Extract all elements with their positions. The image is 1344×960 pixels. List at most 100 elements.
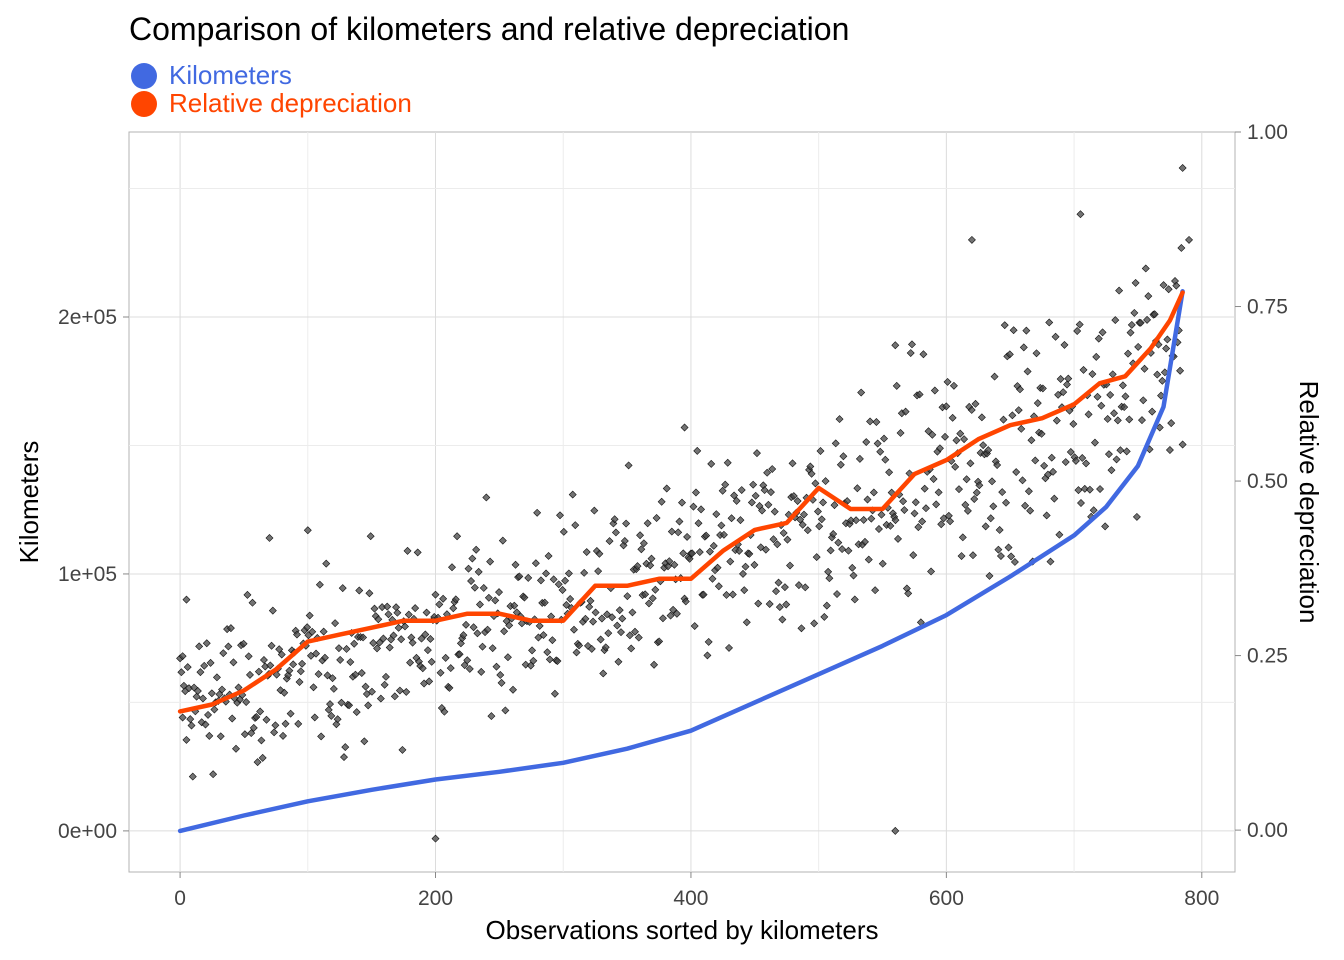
scatter-point [1077,499,1085,507]
scatter-point [605,537,614,546]
x-axis-title: Observations sorted by kilometers [485,915,878,945]
scatter-point [957,552,966,560]
scatter-point [627,644,636,653]
scatter-point [582,548,591,557]
scatter-point [183,663,192,672]
scatter-point [209,770,218,779]
scatter-point [937,520,946,529]
scatter-point [352,708,361,717]
scatter-point [468,554,477,563]
scatter-point [357,669,366,677]
scatter-point [826,546,835,555]
scatter-point [439,594,448,603]
scatter-point [817,515,826,524]
scatter-point [559,527,568,536]
scatter-point [210,705,219,714]
scatter-point [1052,416,1061,425]
scatter-point [590,506,599,515]
scatter-point [186,715,195,724]
scatter-point [1078,454,1087,462]
scatter-point [492,662,501,671]
scatter-point [972,488,981,497]
scatter-point [783,535,792,544]
scatter-point [636,531,645,540]
scatter-point [1140,364,1149,373]
scatter-point [869,488,878,497]
scatter-point [703,651,712,660]
scatter-point [919,350,928,359]
scatter-point [747,498,756,507]
scatter-point [182,735,191,744]
scatter-point [1063,380,1071,389]
scatter-point [615,606,624,615]
scatter-point [639,539,648,548]
scatter-point [1185,235,1193,244]
scatter-point [505,621,514,630]
scatter-point [839,452,848,461]
legend-marker-kilometers [131,63,157,89]
scatter-point [295,678,304,686]
scatter-point [1054,390,1063,399]
scatter-point [1118,381,1127,390]
line-relative-depreciation [177,290,1185,714]
scatter-point [293,630,301,639]
scatter-point [455,650,464,659]
scatter-point [1116,446,1125,455]
scatter-point [198,694,207,703]
scatter-point [570,625,578,634]
scatter-point [296,667,305,676]
scatter-point [596,635,605,644]
scatter-point [908,340,916,349]
scatter-point [401,622,409,631]
scatter-point [373,644,381,653]
scatter-point [824,567,833,576]
scatter-point [319,627,328,636]
scatter-point [651,585,660,594]
scatter-point [303,526,312,535]
scatter-point [322,559,331,568]
x-tick-label: 400 [673,887,708,910]
scatter-point [1079,365,1088,374]
scatter-point [239,639,248,648]
scatter-point [535,621,544,630]
scatter-point [873,439,882,448]
scatter-point [727,514,736,523]
scatter-point [534,633,543,642]
scatter-point [312,649,321,658]
scatter-point [956,429,965,438]
scatter-point [675,517,684,526]
y2-tick-label: 0.25 [1247,645,1288,668]
scatter-point [201,720,210,729]
scatter-point [193,687,202,695]
scatter-point [232,744,240,753]
scatter-point [838,545,847,554]
scatter-point [680,423,689,432]
scatter-point [712,510,721,519]
scatter-point [533,508,542,517]
scatter-point [780,583,789,592]
scatter-point [764,500,773,509]
scatter-point [571,521,580,530]
scatter-point [298,659,307,668]
scatter-point [1082,459,1091,468]
scatter-point [891,341,900,350]
scatter-point [272,670,281,679]
scatter-point [558,586,567,594]
scatter-point [397,635,406,644]
scatter-point [1177,244,1186,252]
scatter-point [1066,448,1075,456]
scatter-point [922,504,930,513]
scatter-point [423,646,432,655]
scatter-point [648,594,657,603]
scatter-point [693,446,702,455]
scatter-point [1075,320,1084,329]
scatter-point [1026,506,1035,515]
scatter-point [289,660,298,669]
scatter-point [623,592,632,601]
scatter-point [657,497,666,506]
scatter-point [390,692,399,701]
scatter-point [723,458,732,467]
scatter-point [904,589,913,598]
scatter-point [692,488,700,497]
scatter-point [689,502,698,511]
